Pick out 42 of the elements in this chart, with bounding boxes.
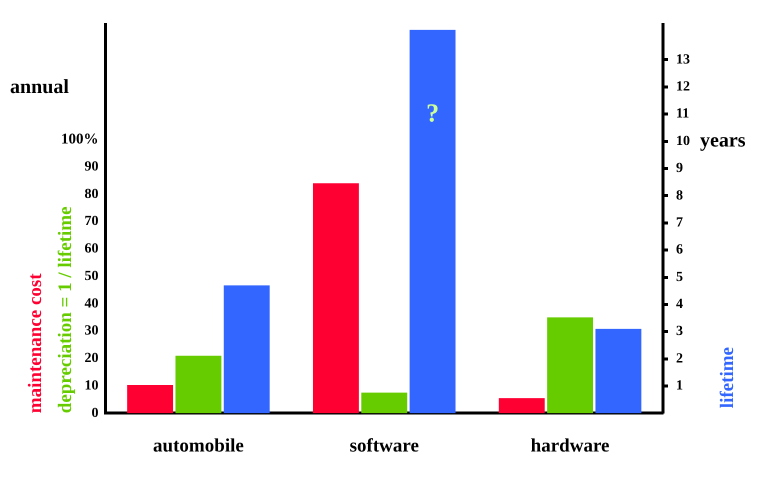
y2-tick-label: 10: [676, 134, 690, 149]
y2-tick-label: 6: [676, 242, 683, 258]
y2-tick-label: 1: [676, 378, 683, 394]
y2-tick-label: 9: [676, 161, 683, 176]
y2-tick-label: 13: [676, 52, 690, 68]
y-tick-label: 70: [84, 214, 98, 230]
y-tick-label: 80: [84, 186, 98, 202]
y-tick-label: 0: [92, 406, 98, 421]
y-tick-label: 30: [84, 324, 98, 339]
text: maintenance cost: [24, 272, 46, 414]
bar: [312, 183, 359, 414]
x-tick-label: hardware: [530, 436, 610, 457]
y-tick-label: 40: [84, 296, 98, 312]
y-tick-label: 10: [84, 378, 98, 394]
y-tick-label: 50: [84, 268, 98, 284]
x-tick-label: automobile: [153, 436, 244, 457]
bar: [224, 285, 270, 414]
y2-tick-label: 7: [676, 215, 683, 230]
y-tick-label: 90: [84, 159, 98, 174]
y2-tick-label: 2: [676, 351, 683, 366]
bar: [127, 385, 174, 414]
bar: [595, 328, 642, 414]
y-tick-label: 20: [84, 351, 98, 366]
bar: [361, 392, 408, 414]
y2-tick-label: 12: [676, 80, 690, 95]
annotation: ?: [426, 98, 440, 128]
bar: [175, 356, 222, 414]
bar: [410, 30, 456, 414]
y-tick-label: 60: [84, 242, 98, 257]
bar: [547, 317, 594, 414]
y2-tick-label: 11: [676, 106, 690, 122]
y2-tick-label: 5: [676, 270, 683, 285]
bar: [498, 398, 545, 414]
x-tick-label: software: [350, 436, 419, 457]
y-tick-label: 100%: [61, 131, 98, 148]
y2-axis-title: years: [700, 129, 746, 152]
y2-tick-label: 3: [676, 324, 683, 340]
y2-tick-label: 8: [676, 188, 683, 204]
text: lifetime: [716, 347, 738, 408]
y2-tick-label: 4: [676, 297, 683, 312]
y-axis-title: annual: [10, 76, 70, 98]
text: depreciation = 1 / lifetime: [54, 206, 76, 414]
